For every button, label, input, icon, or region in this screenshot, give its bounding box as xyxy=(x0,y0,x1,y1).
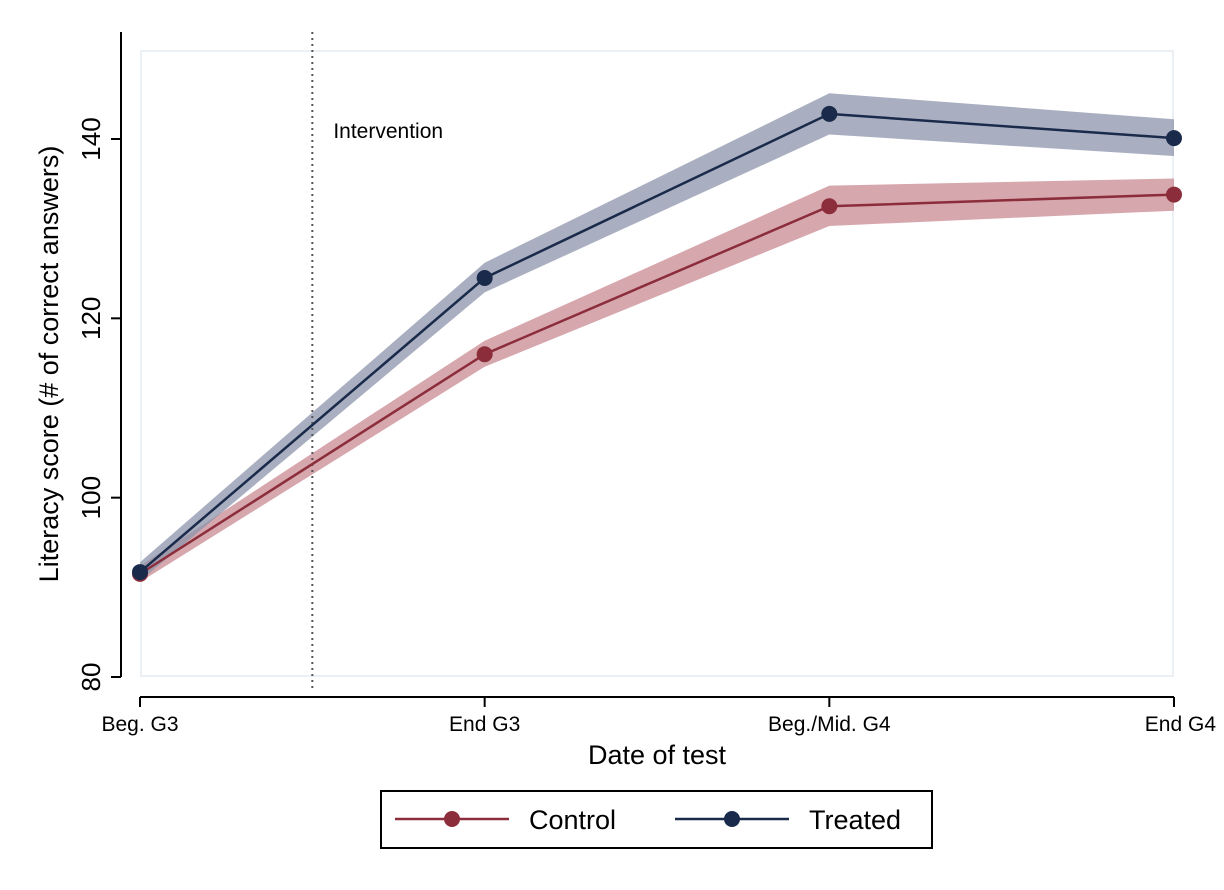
treated-data-point xyxy=(821,105,838,122)
legend-control-label: Control xyxy=(529,805,616,835)
x-tick-label: End G3 xyxy=(449,713,520,736)
control-series-line xyxy=(139,193,1175,575)
treated-confidence-band xyxy=(140,93,1174,582)
series-points xyxy=(132,105,1182,582)
control-data-point xyxy=(821,198,838,215)
x-tick-label: End G4 xyxy=(1145,713,1217,736)
control-data-point xyxy=(1166,186,1182,203)
plot-region xyxy=(140,50,1174,677)
y-tick-label: 80 xyxy=(76,663,106,692)
y-tick-label: 140 xyxy=(76,117,106,160)
y-axis-title: Literacy score (# of correct answers) xyxy=(34,146,64,583)
intervention-annotation: Intervention xyxy=(333,120,443,143)
x-tick-label: Beg. G3 xyxy=(101,713,178,736)
control-data-point xyxy=(476,346,493,363)
legend-treated-label: Treated xyxy=(809,805,901,835)
y-tick-label: 100 xyxy=(76,476,106,519)
y-axis-ticks: 80 100 120 140 xyxy=(76,117,121,691)
confidence-bands xyxy=(140,93,1174,582)
legend-control-marker xyxy=(444,811,460,827)
treated-series-line xyxy=(139,112,1175,574)
x-tick-label: Beg./Mid. G4 xyxy=(768,713,891,736)
treated-data-point xyxy=(1166,130,1182,147)
y-tick-label: 120 xyxy=(76,297,106,340)
x-axis-title: Date of test xyxy=(588,740,727,770)
series-lines xyxy=(139,112,1175,575)
legend-treated-marker xyxy=(724,811,740,827)
treated-data-point xyxy=(132,564,148,581)
legend: Control Treated xyxy=(380,790,933,849)
x-axis-ticks: Beg. G3 End G3 Beg./Mid. G4 End G4 xyxy=(101,697,1216,736)
treated-data-point xyxy=(476,269,493,286)
control-confidence-band xyxy=(140,178,1174,582)
